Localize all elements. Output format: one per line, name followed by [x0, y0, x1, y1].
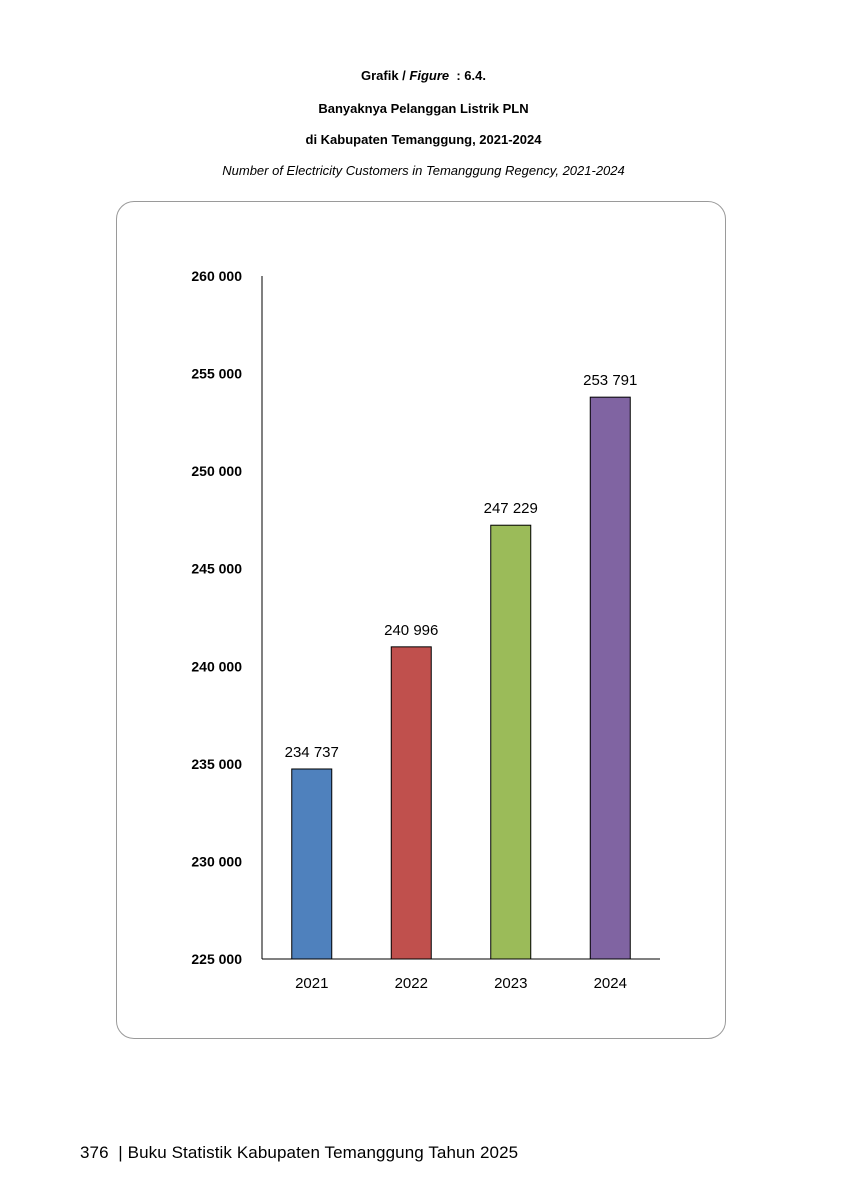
- x-tick-label-2024: 2024: [594, 975, 627, 992]
- bar-2022: [390, 646, 432, 960]
- bar-2024: [589, 396, 631, 960]
- y-tick-label: 260 000: [191, 268, 242, 284]
- y-tick-label: 245 000: [191, 561, 242, 577]
- figure-number-value: : 6.4.: [449, 68, 486, 83]
- x-tick-label-2023: 2023: [494, 975, 527, 992]
- chart-title-line2: di Kabupaten Temanggung, 2021-2024: [305, 132, 542, 147]
- bar-2021: [291, 768, 333, 960]
- y-tick-label: 250 000: [191, 463, 242, 479]
- data-label-2021: 234 737: [285, 744, 339, 761]
- chart-frame: [116, 201, 726, 1039]
- data-label-2022: 240 996: [384, 622, 438, 639]
- chart-title-line1: Banyaknya Pelanggan Listrik PLN: [318, 101, 529, 116]
- chart-subtitle-english: Number of Electricity Customers in Teman…: [222, 163, 625, 178]
- y-tick-label: 255 000: [191, 366, 242, 382]
- x-tick-label-2022: 2022: [395, 975, 428, 992]
- figure-word: Figure: [409, 68, 450, 83]
- data-label-2023: 247 229: [484, 500, 538, 517]
- x-tick-label-2021: 2021: [295, 975, 328, 992]
- y-tick-label: 240 000: [191, 658, 242, 674]
- y-tick-label: 225 000: [191, 951, 242, 967]
- figure-number: Grafik / Figure : 6.4.: [0, 68, 847, 83]
- bar-chart: 225 000 230 000 235 000 240 000 245 000 250 0…: [191, 268, 660, 992]
- figure-prefix: Grafik /: [360, 68, 410, 83]
- page-footer: 376 | Buku Statistik Kabupaten Temanggun…: [80, 1143, 519, 1162]
- data-label-2024: 253 791: [583, 372, 637, 389]
- bar-2023: [490, 524, 532, 960]
- y-tick-label: 230 000: [191, 853, 242, 869]
- y-tick-label: 235 000: [191, 756, 242, 772]
